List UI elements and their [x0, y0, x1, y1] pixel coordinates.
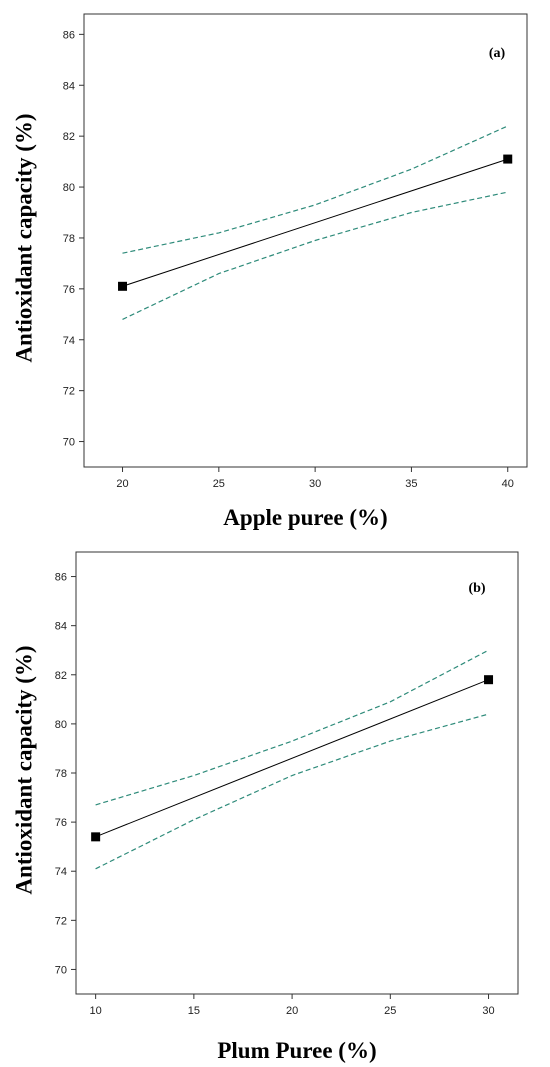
series-ci-lower [122, 191, 508, 320]
y-tick-label: 78 [55, 768, 67, 780]
series-fit [95, 679, 489, 838]
x-tick-label: 30 [482, 1005, 494, 1017]
y-tick-label: 82 [55, 670, 67, 682]
data-point-marker [118, 281, 128, 291]
y-tick-label: 76 [63, 284, 75, 296]
x-axis-title: Apple puree (%) [223, 505, 387, 530]
chart-panel-b: 70 72 74 76 78 80 82 84 86 10 15 20 25 30 (b) Plum Pure… [11, 551, 519, 1063]
y-tick-label: 84 [55, 621, 67, 633]
x-tick-label: 30 [309, 478, 321, 490]
y-axis-title: Antioxidant capacity (%) [11, 645, 36, 894]
y-tick-label: 70 [55, 964, 67, 976]
series-ci-upper [122, 125, 508, 254]
series-ci-upper [95, 649, 489, 806]
y-tick-label: 86 [63, 29, 75, 41]
panel-label: (b) [468, 581, 485, 596]
x-tick-label: 40 [502, 478, 514, 490]
y-axis-title: Antioxidant capacity (%) [11, 113, 36, 362]
y-tick-label: 72 [55, 915, 67, 927]
x-tick-label: 20 [286, 1005, 298, 1017]
x-tick-label: 25 [384, 1005, 396, 1017]
y-tick-label: 70 [63, 437, 75, 449]
data-point-marker [91, 832, 101, 842]
y-tick-label: 78 [63, 233, 75, 245]
plot-frame [75, 551, 519, 995]
series-ci-lower [95, 713, 489, 870]
panel-label: (a) [489, 46, 506, 61]
y-tick-label: 74 [63, 335, 75, 347]
x-tick-label: 35 [405, 478, 417, 490]
y-tick-label: 74 [55, 866, 67, 878]
data-point-marker [503, 154, 513, 164]
x-tick-label: 25 [213, 478, 225, 490]
y-tick-label: 82 [63, 131, 75, 143]
x-tick-label: 10 [90, 1005, 102, 1017]
y-tick-label: 84 [63, 80, 75, 92]
x-tick-label: 20 [116, 478, 128, 490]
plot-frame [83, 13, 528, 468]
series-fit [122, 158, 508, 287]
data-point-marker [484, 675, 494, 685]
y-tick-label: 86 [55, 572, 67, 584]
y-tick-label: 80 [55, 719, 67, 731]
x-tick-label: 15 [188, 1005, 200, 1017]
y-tick-label: 80 [63, 182, 75, 194]
chart-panel-a: 70 72 74 76 78 80 82 84 86 20 25 30 35 40 (a) Apple pur… [11, 13, 528, 530]
y-tick-label: 76 [55, 817, 67, 829]
x-axis-title: Plum Puree (%) [217, 1038, 376, 1063]
y-tick-label: 72 [63, 386, 75, 398]
